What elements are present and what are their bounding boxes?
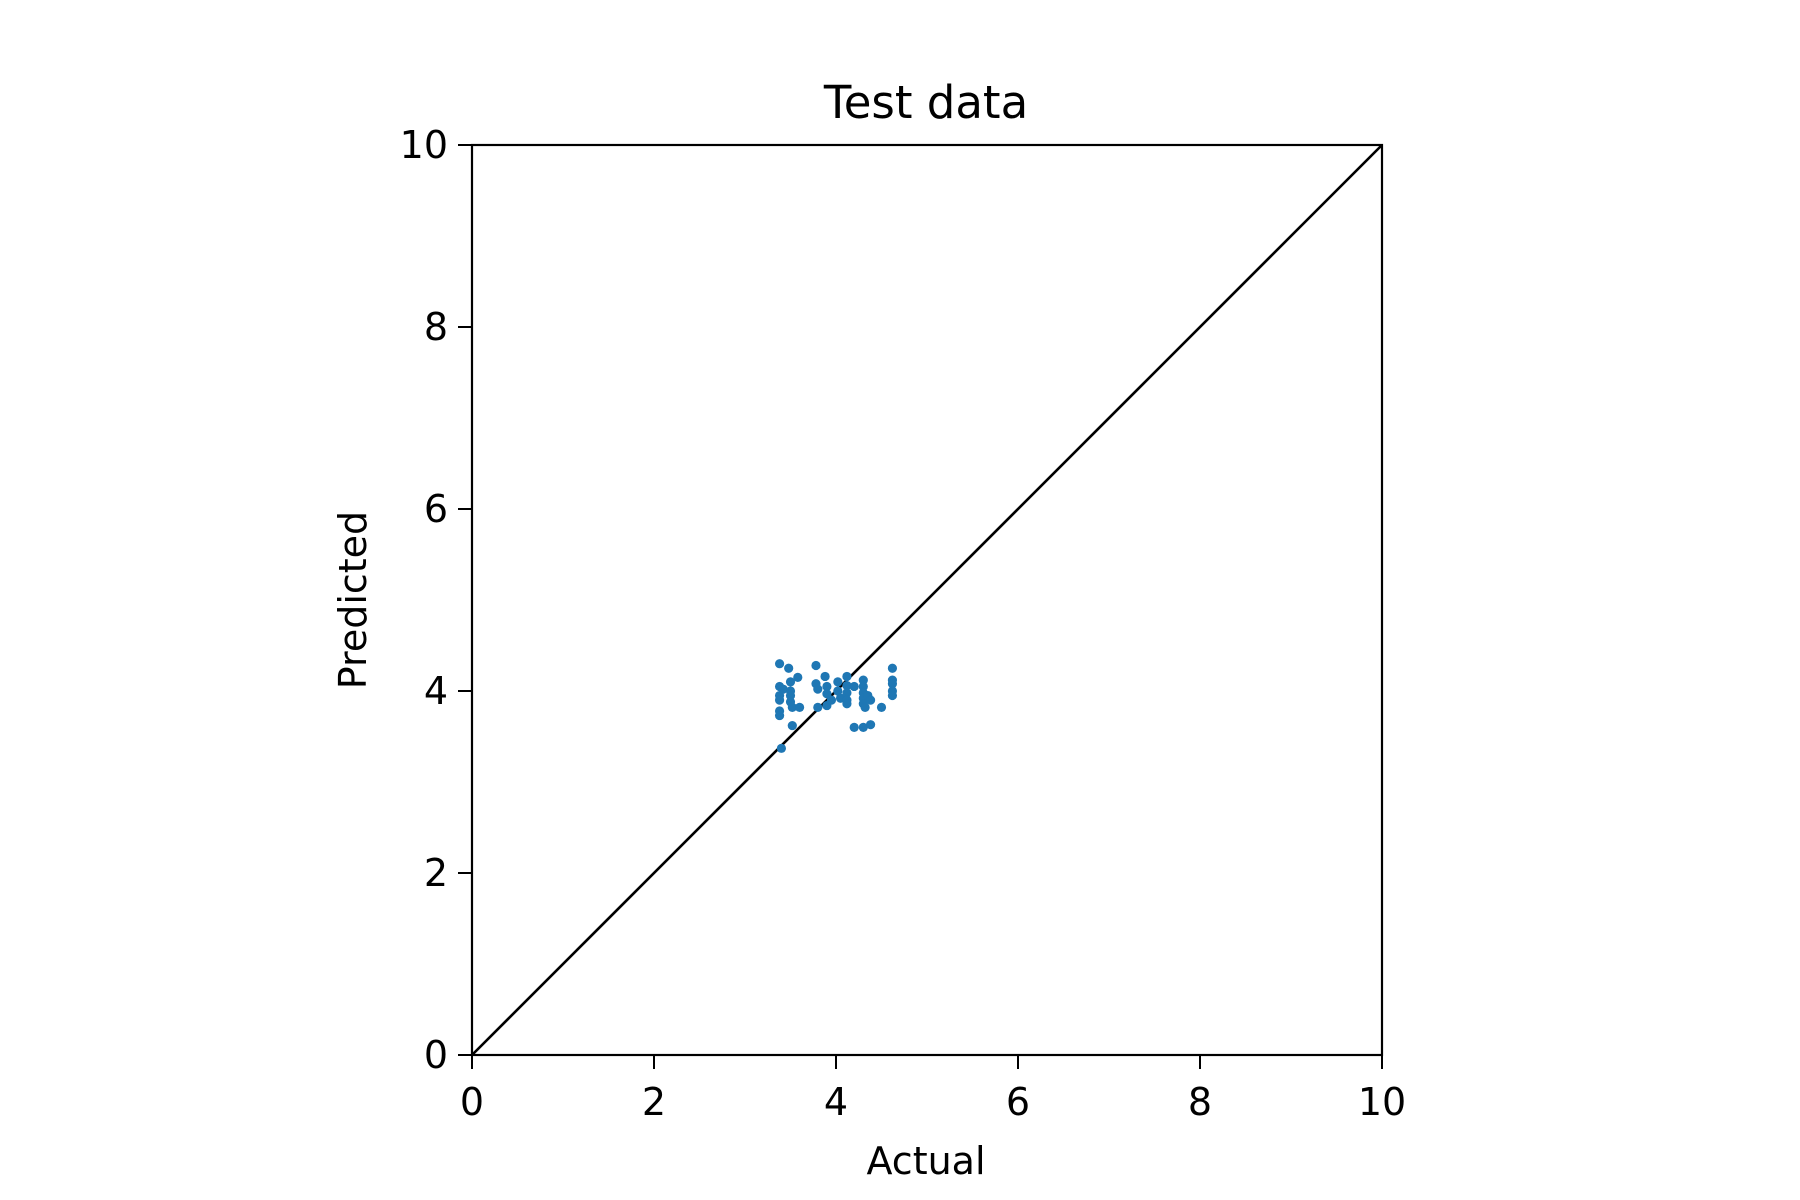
data-point <box>784 663 794 673</box>
x-axis-title: Actual <box>866 1139 985 1183</box>
data-point <box>865 720 876 730</box>
data-point <box>820 671 830 682</box>
x-tick-label: 0 <box>460 1080 484 1124</box>
data-point <box>776 743 787 753</box>
data-point <box>858 722 868 733</box>
y-tick-label: 4 <box>424 669 448 713</box>
y-axis-title: Predicted <box>331 511 375 689</box>
data-point <box>858 681 868 692</box>
data-point <box>778 684 788 694</box>
data-point <box>887 679 898 689</box>
data-point <box>876 702 887 712</box>
data-point <box>787 702 797 712</box>
y-tick-label: 10 <box>400 123 448 167</box>
data-point <box>811 660 821 671</box>
data-point <box>887 690 898 701</box>
data-point <box>774 659 785 669</box>
data-point <box>774 710 785 721</box>
data-points <box>774 659 898 753</box>
y-axis: 0 2 4 6 8 10 <box>400 123 472 1077</box>
data-point <box>813 702 823 712</box>
x-tick-label: 6 <box>1006 1080 1030 1124</box>
data-point <box>860 702 870 712</box>
data-point <box>842 671 852 682</box>
x-tick-label: 4 <box>824 1080 848 1124</box>
data-point <box>842 680 852 691</box>
data-point <box>774 695 785 705</box>
data-point <box>795 702 805 712</box>
y-tick-label: 6 <box>424 487 448 531</box>
x-tick-label: 2 <box>642 1080 666 1124</box>
data-point <box>842 688 852 698</box>
data-point <box>849 722 859 733</box>
data-point <box>785 677 796 687</box>
chart-title: Test data <box>823 76 1028 129</box>
identity-line <box>471 144 1383 1056</box>
data-point <box>793 672 803 682</box>
data-point <box>849 681 859 692</box>
data-point <box>833 686 843 696</box>
data-point <box>787 720 797 731</box>
plot-frame <box>470 143 1384 1057</box>
data-point <box>865 695 876 705</box>
data-point <box>842 699 852 709</box>
x-axis: 0 2 4 6 8 10 <box>460 1055 1406 1124</box>
data-point <box>858 675 868 685</box>
y-tick-label: 2 <box>424 851 448 895</box>
data-point <box>826 695 837 705</box>
data-point <box>813 684 823 694</box>
y-tick-label: 0 <box>424 1033 448 1077</box>
data-point <box>822 689 832 699</box>
x-tick-label: 10 <box>1358 1080 1406 1124</box>
data-point <box>833 677 843 687</box>
data-point <box>785 690 796 701</box>
y-tick-label: 8 <box>424 305 448 349</box>
data-point <box>887 663 898 673</box>
x-tick-label: 8 <box>1188 1080 1212 1124</box>
data-point <box>822 681 832 692</box>
